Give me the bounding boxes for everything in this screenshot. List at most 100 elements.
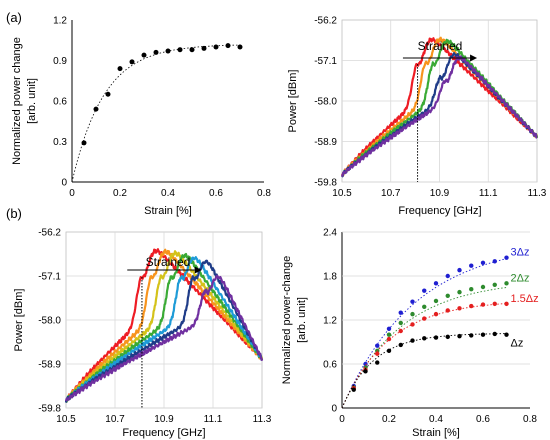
y-axis-title: Power [dBm]	[13, 289, 25, 352]
y-axis-title-unit: [arb. unit]	[296, 297, 308, 343]
x-tick-label: 10.9	[430, 188, 450, 199]
chart-strain-power-change-a: 0 0.2 0.4 0.6 0.8 0 0.3 0.6 0.9 1.2 Strain [%] No…	[11, 16, 271, 218]
y-tick-label: -58.9	[314, 137, 337, 148]
series-label: Δz	[511, 338, 524, 350]
x-tick-label: 11.1	[479, 188, 498, 199]
x-axis-title: Strain [%]	[144, 205, 192, 217]
x-tick-label: 0.2	[382, 414, 396, 425]
y-tick-label: -58.0	[314, 97, 337, 108]
chart-power-spectrum-a: 10.5 10.7 10.9 11.1 11.3 -56.2 -57.1 -58.0 -58.9…	[287, 16, 547, 218]
data-point	[386, 326, 392, 331]
y-tick-label: -57.1	[38, 272, 61, 283]
x-tick-label: 0.6	[476, 414, 490, 425]
spectrum-line	[340, 55, 538, 178]
data-point	[410, 338, 415, 343]
y-tick-label: 0.6	[53, 97, 67, 108]
data-point	[469, 287, 474, 292]
chart-strain-power-change-b: 0 0.2 0.4 0.6 0.8 0 0.6 1.2 1.8 2.4 3Δz 2Δz 1.5Δz Δz…	[281, 228, 539, 440]
data-point	[469, 263, 474, 268]
data-point	[433, 335, 439, 340]
chart-power-spectrum-b: 10.5 10.7 10.9 11.1 11.3 -56.2 -57.1 -58.0 -58.9…	[13, 228, 272, 440]
x-tick-label: 10.9	[154, 414, 174, 425]
data-point	[201, 45, 207, 51]
data-point	[433, 311, 439, 317]
strained-annotation: Strained	[418, 39, 463, 53]
data-point	[129, 59, 135, 65]
data-point	[398, 328, 403, 334]
y-axis-title: Power [dBm]	[287, 70, 299, 133]
data-point	[105, 91, 111, 97]
strained-annotation: Strained	[146, 255, 191, 269]
y-tick-label: 0.3	[53, 137, 67, 148]
data-point	[480, 302, 486, 307]
data-point	[410, 322, 415, 327]
data-point	[225, 43, 231, 49]
y-tick-label: 1.2	[323, 316, 337, 327]
series-label: 1.5Δz	[511, 293, 539, 305]
x-tick-label: 0.8	[523, 414, 537, 425]
data-point	[375, 351, 380, 356]
y-axis-title: Normalized power-change	[281, 256, 293, 384]
data-point	[504, 332, 509, 337]
y-tick-label: 0.6	[323, 360, 337, 371]
data-point	[153, 49, 159, 55]
data-point	[480, 332, 486, 337]
x-tick-label: 0.4	[429, 414, 443, 425]
data-point	[213, 44, 219, 50]
data-point	[363, 369, 368, 374]
y-axis-title-unit: [arb. unit]	[26, 78, 38, 124]
panel-label-b: (b)	[6, 206, 22, 221]
data-point	[492, 259, 497, 264]
data-point	[492, 331, 497, 337]
x-axis-title: Frequency [GHz]	[398, 205, 481, 217]
data-point	[398, 342, 403, 348]
x-tick-label: 10.7	[381, 188, 401, 199]
data-point	[433, 298, 439, 304]
y-tick-label: -57.1	[314, 56, 337, 67]
data-point	[457, 306, 462, 311]
fit-curve	[71, 44, 241, 183]
x-axis-title: Strain [%]	[412, 427, 460, 439]
data-point	[492, 282, 497, 287]
y-tick-label: -59.8	[38, 404, 61, 415]
x-tick-label: 11.3	[253, 414, 272, 425]
data-point	[480, 260, 486, 265]
x-tick-label: 10.5	[332, 188, 352, 199]
data-point	[237, 44, 243, 50]
y-tick-label: 0	[61, 178, 67, 189]
data-point	[457, 333, 462, 339]
data-point	[375, 343, 380, 348]
data-point	[81, 140, 87, 146]
data-point	[189, 47, 195, 53]
data-point	[375, 360, 380, 365]
data-point	[480, 284, 486, 290]
data-point	[504, 281, 509, 286]
spectrum-line	[64, 248, 263, 402]
data-point	[363, 361, 368, 367]
x-tick-label: 0.2	[113, 188, 127, 199]
data-point	[117, 66, 123, 72]
y-tick-label: -58.9	[38, 360, 61, 371]
data-point	[410, 311, 415, 317]
data-point	[469, 303, 474, 309]
series-label: 2Δz	[511, 272, 530, 284]
series-label: 3Δz	[511, 247, 530, 259]
data-point	[177, 47, 183, 53]
y-tick-label: 0.9	[53, 56, 67, 67]
data-point	[469, 333, 474, 338]
y-tick-label: 0	[331, 404, 337, 415]
fit-curve	[341, 258, 507, 409]
spectrum-line	[64, 274, 264, 402]
data-point	[386, 332, 392, 337]
x-tick-label: 0.4	[161, 188, 175, 199]
data-point	[398, 310, 403, 315]
fit-curve	[341, 333, 507, 409]
data-point	[141, 52, 147, 58]
data-point	[398, 320, 403, 326]
panel-label-a: (a)	[6, 10, 22, 25]
data-point	[422, 336, 427, 341]
data-point	[422, 304, 427, 309]
y-axis-title: Normalized power change	[11, 37, 23, 165]
data-point	[422, 316, 427, 321]
arrowhead	[194, 266, 202, 274]
